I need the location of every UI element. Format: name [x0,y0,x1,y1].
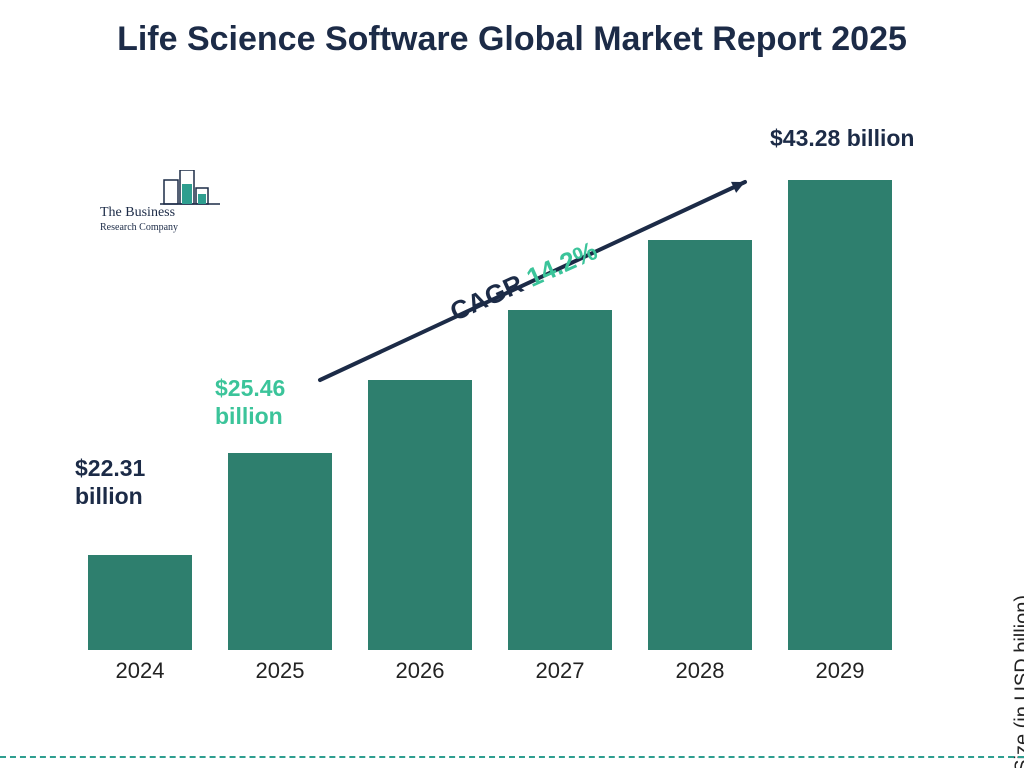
bar [788,180,892,650]
bar-slot [350,380,490,650]
x-axis-tick-label: 2028 [630,650,770,690]
page-root: Life Science Software Global Market Repo… [0,0,1024,768]
chart-area: 202420252026202720282029 [70,130,910,690]
y-axis-label: Market Size (in USD billion) [1012,595,1024,768]
bar-slot [210,453,350,650]
value-label: $25.46 billion [215,375,335,430]
bar [648,240,752,650]
value-label: $22.31 billion [75,455,195,510]
chart-title: Life Science Software Global Market Repo… [0,18,1024,61]
x-axis-tick-label: 2026 [350,650,490,690]
bar [368,380,472,650]
bar [88,555,192,650]
x-axis-tick-label: 2027 [490,650,630,690]
bar-slot [770,180,910,650]
x-axis-tick-label: 2024 [70,650,210,690]
bar-slot [630,240,770,650]
value-label: $43.28 billion [770,125,950,153]
x-axis-labels: 202420252026202720282029 [70,650,910,690]
bars-container [70,130,910,650]
bar-slot [70,555,210,650]
bar [228,453,332,650]
x-axis-tick-label: 2025 [210,650,350,690]
bottom-dashed-rule [0,756,1024,758]
x-axis-tick-label: 2029 [770,650,910,690]
bar [508,310,612,650]
bar-slot [490,310,630,650]
